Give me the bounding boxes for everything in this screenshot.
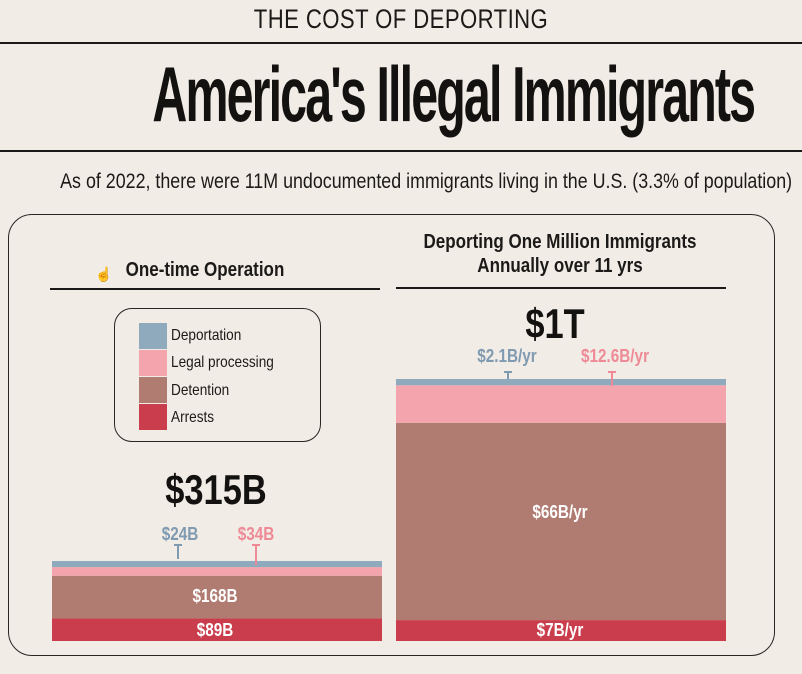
right-bar-legal-processing	[396, 385, 726, 423]
right-detention-label: $66B/yr	[532, 502, 588, 522]
subtitle: As of 2022, there were 11M undocumented …	[60, 170, 793, 193]
left-total-label: $315B	[165, 466, 267, 513]
right-total-label: $1T	[525, 300, 585, 347]
right-deportation-callout: $2.1B/yr	[477, 346, 537, 366]
right-bar-detention	[396, 422, 726, 621]
left-chart-title: One-time Operation	[125, 259, 285, 281]
left-deportation-callout: $24B	[161, 524, 199, 544]
legend: Deportation Legal processing Detention A…	[114, 308, 321, 442]
left-bar-detention	[52, 575, 382, 619]
left-legal-tick	[252, 544, 260, 565]
kicker-title: THE COST OF DEPORTING	[253, 4, 549, 34]
right-deportation-tick	[504, 371, 512, 379]
legend-swatch-arrests	[139, 404, 167, 430]
cursor-icon: ☝	[95, 266, 113, 282]
right-bar-deportation	[396, 379, 726, 386]
right-arrests-label: $7B/yr	[536, 620, 584, 640]
right-bar-arrests	[396, 620, 726, 641]
legend-swatch-deportation	[139, 323, 167, 349]
legend-swatch-detention	[139, 377, 167, 403]
legend-swatch-legal	[139, 350, 167, 376]
top-rule	[0, 42, 802, 44]
left-deportation-tick	[174, 544, 182, 559]
right-title-rule	[396, 287, 726, 289]
left-title-rule	[50, 288, 380, 290]
legend-label-detention: Detention	[171, 382, 230, 399]
legend-label-legal: Legal processing	[171, 354, 274, 371]
chart-panel	[8, 214, 775, 656]
bottom-rule	[0, 150, 802, 152]
right-chart-title: Deporting One Million Immigrants Annuall…	[423, 231, 697, 277]
right-legal-callout: $12.6B/yr	[580, 346, 650, 366]
legend-label-arrests: Arrests	[171, 409, 215, 426]
right-legal-tick	[608, 371, 616, 386]
left-bar-arrests	[52, 618, 382, 641]
left-bar-legal-processing	[52, 567, 382, 576]
left-bar-deportation	[52, 561, 382, 568]
left-arrests-label: $89B	[196, 620, 234, 640]
left-detention-label: $168B	[192, 586, 238, 606]
left-legal-callout: $34B	[237, 524, 275, 544]
legend-label-deportation: Deportation	[171, 327, 242, 344]
